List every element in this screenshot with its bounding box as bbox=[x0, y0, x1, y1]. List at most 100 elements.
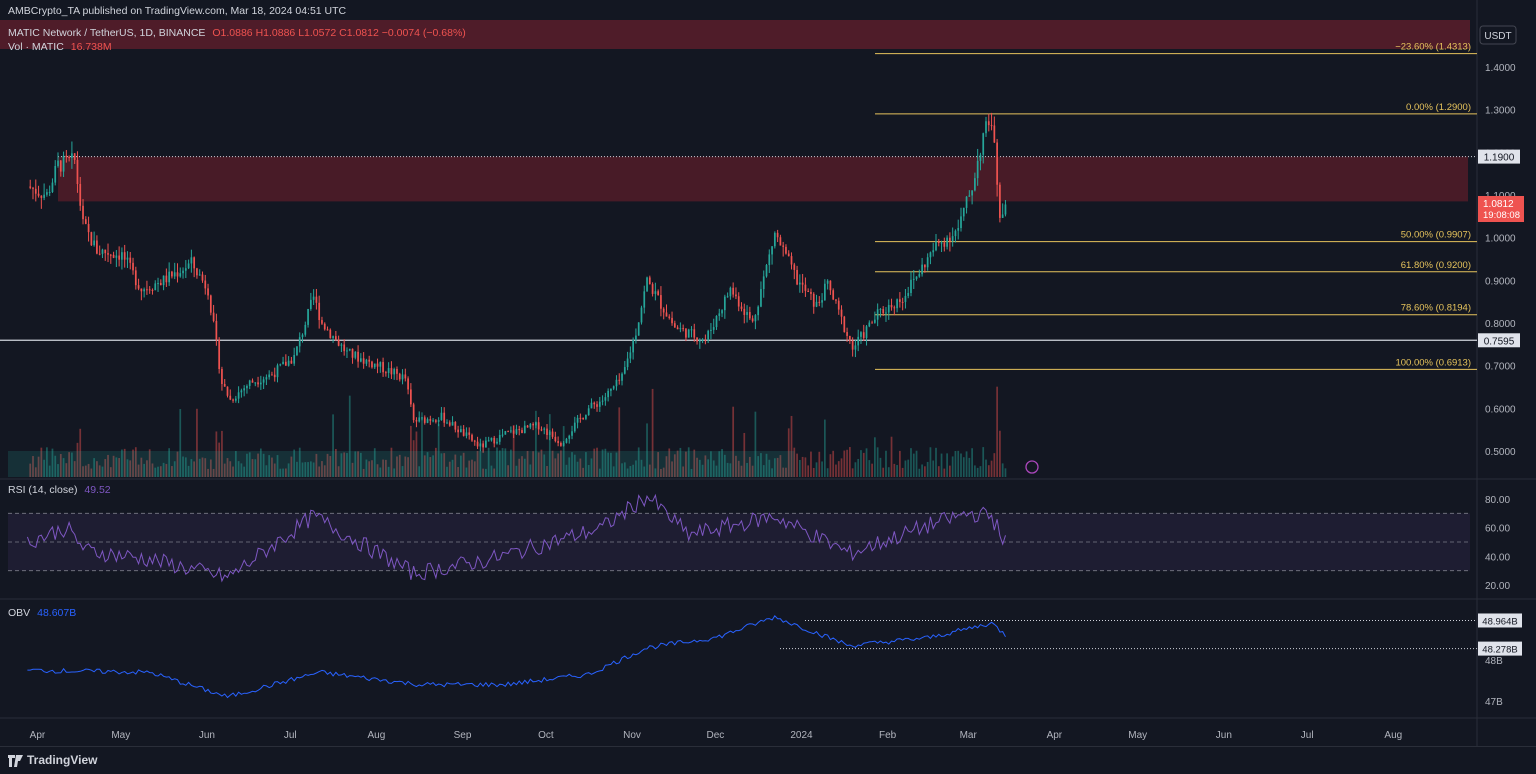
candle-body bbox=[999, 184, 1001, 218]
ohlc-close: 1.0812 bbox=[346, 27, 379, 39]
candle-body bbox=[532, 423, 534, 426]
candle-body bbox=[176, 272, 179, 277]
candle-body bbox=[773, 232, 776, 247]
candle-body bbox=[246, 385, 248, 389]
volume-bar bbox=[835, 464, 837, 477]
volume-bar bbox=[187, 465, 190, 477]
volume-bar bbox=[593, 448, 596, 477]
candle-body bbox=[457, 429, 459, 433]
volume-bar bbox=[540, 449, 543, 477]
volume-bar bbox=[504, 448, 507, 477]
candle-body bbox=[134, 270, 137, 286]
candle-body bbox=[123, 252, 126, 260]
volume-bar bbox=[515, 465, 518, 477]
volume-bar bbox=[204, 458, 207, 477]
supply-zone bbox=[58, 156, 1468, 202]
volume-bar bbox=[587, 465, 590, 477]
candle-body bbox=[551, 431, 554, 437]
price-axis: USDT1.40001.30001.20001.10001.00000.9000… bbox=[1478, 25, 1524, 708]
candle-body bbox=[696, 337, 698, 342]
candle-body bbox=[676, 327, 679, 330]
rsi-tick: 60.00 bbox=[1485, 524, 1510, 535]
volume-bar bbox=[90, 468, 93, 477]
candle-body bbox=[629, 352, 632, 359]
volume-bar bbox=[782, 467, 785, 477]
volume-bar bbox=[626, 468, 629, 477]
volume-bar bbox=[887, 467, 890, 477]
candle-body bbox=[312, 296, 315, 300]
volume-bar bbox=[387, 466, 390, 477]
candle-body bbox=[296, 346, 298, 356]
volume-bar bbox=[1001, 463, 1004, 477]
candle-body bbox=[435, 420, 437, 422]
volume-bar bbox=[643, 466, 646, 477]
candle-body bbox=[932, 250, 935, 253]
volume-bar bbox=[354, 451, 357, 477]
candle-body bbox=[182, 270, 184, 274]
candle-body bbox=[657, 291, 660, 296]
candle-body bbox=[76, 159, 79, 184]
level-0759-badge bbox=[1478, 333, 1520, 348]
volume-bar bbox=[182, 456, 184, 477]
volume-bar bbox=[585, 452, 587, 477]
price-tick: 0.9000 bbox=[1485, 276, 1516, 287]
candle-body bbox=[243, 388, 246, 391]
candle-body bbox=[596, 404, 598, 407]
candle-body bbox=[237, 392, 240, 399]
candle-body bbox=[148, 289, 151, 291]
volume-bar bbox=[212, 468, 215, 477]
candle-body bbox=[132, 262, 134, 271]
volume-bar bbox=[51, 448, 54, 477]
candle-body bbox=[871, 322, 873, 324]
candle-body bbox=[371, 361, 373, 368]
volume-bar bbox=[265, 465, 268, 477]
level-0759-value: 0.7595 bbox=[1484, 336, 1515, 347]
candle-body bbox=[43, 194, 45, 198]
volume-bar bbox=[323, 465, 326, 477]
volume-bar bbox=[87, 463, 90, 477]
volume-bar bbox=[548, 414, 551, 477]
volume-bar bbox=[315, 453, 318, 477]
volume-bar bbox=[982, 447, 985, 477]
volume-bar bbox=[860, 450, 862, 477]
volume-bar bbox=[671, 461, 673, 477]
candle-body bbox=[307, 308, 309, 325]
candle-body bbox=[949, 237, 951, 242]
candle-body bbox=[701, 339, 704, 341]
candle-body bbox=[479, 443, 482, 447]
volume-bar bbox=[501, 448, 504, 477]
candle-body bbox=[665, 312, 668, 317]
candle-body bbox=[748, 312, 751, 319]
volume-bar bbox=[71, 452, 73, 477]
candle-body bbox=[121, 252, 123, 260]
candle-body bbox=[785, 246, 787, 254]
candle-body bbox=[918, 274, 921, 277]
volume-bar bbox=[148, 449, 151, 477]
volume-bar bbox=[796, 453, 798, 477]
volume-bar bbox=[901, 467, 904, 477]
volume-bar bbox=[98, 465, 101, 477]
candle-body bbox=[846, 332, 848, 336]
obv-tick: 48B bbox=[1485, 656, 1503, 667]
candle-body bbox=[971, 190, 973, 196]
volume-bar bbox=[493, 468, 496, 477]
volume-bar bbox=[954, 450, 957, 477]
price-tick: 0.5000 bbox=[1485, 447, 1516, 458]
candle-body bbox=[73, 153, 76, 160]
candle-body bbox=[65, 155, 68, 158]
candle-body bbox=[704, 339, 707, 341]
volume-bar bbox=[857, 458, 860, 477]
candle-body bbox=[515, 429, 518, 434]
volume-bar bbox=[207, 468, 209, 477]
candle-body bbox=[974, 178, 976, 191]
candle-body bbox=[493, 437, 496, 444]
candle-body bbox=[423, 417, 426, 423]
fib-label: 78.60% (0.8194) bbox=[1401, 303, 1471, 314]
candle-body bbox=[34, 188, 37, 194]
candle-body bbox=[140, 288, 143, 292]
time-tick: 2024 bbox=[790, 730, 813, 741]
volume-bar bbox=[698, 459, 701, 477]
volume-bar bbox=[757, 456, 760, 477]
candle-body bbox=[343, 344, 346, 352]
